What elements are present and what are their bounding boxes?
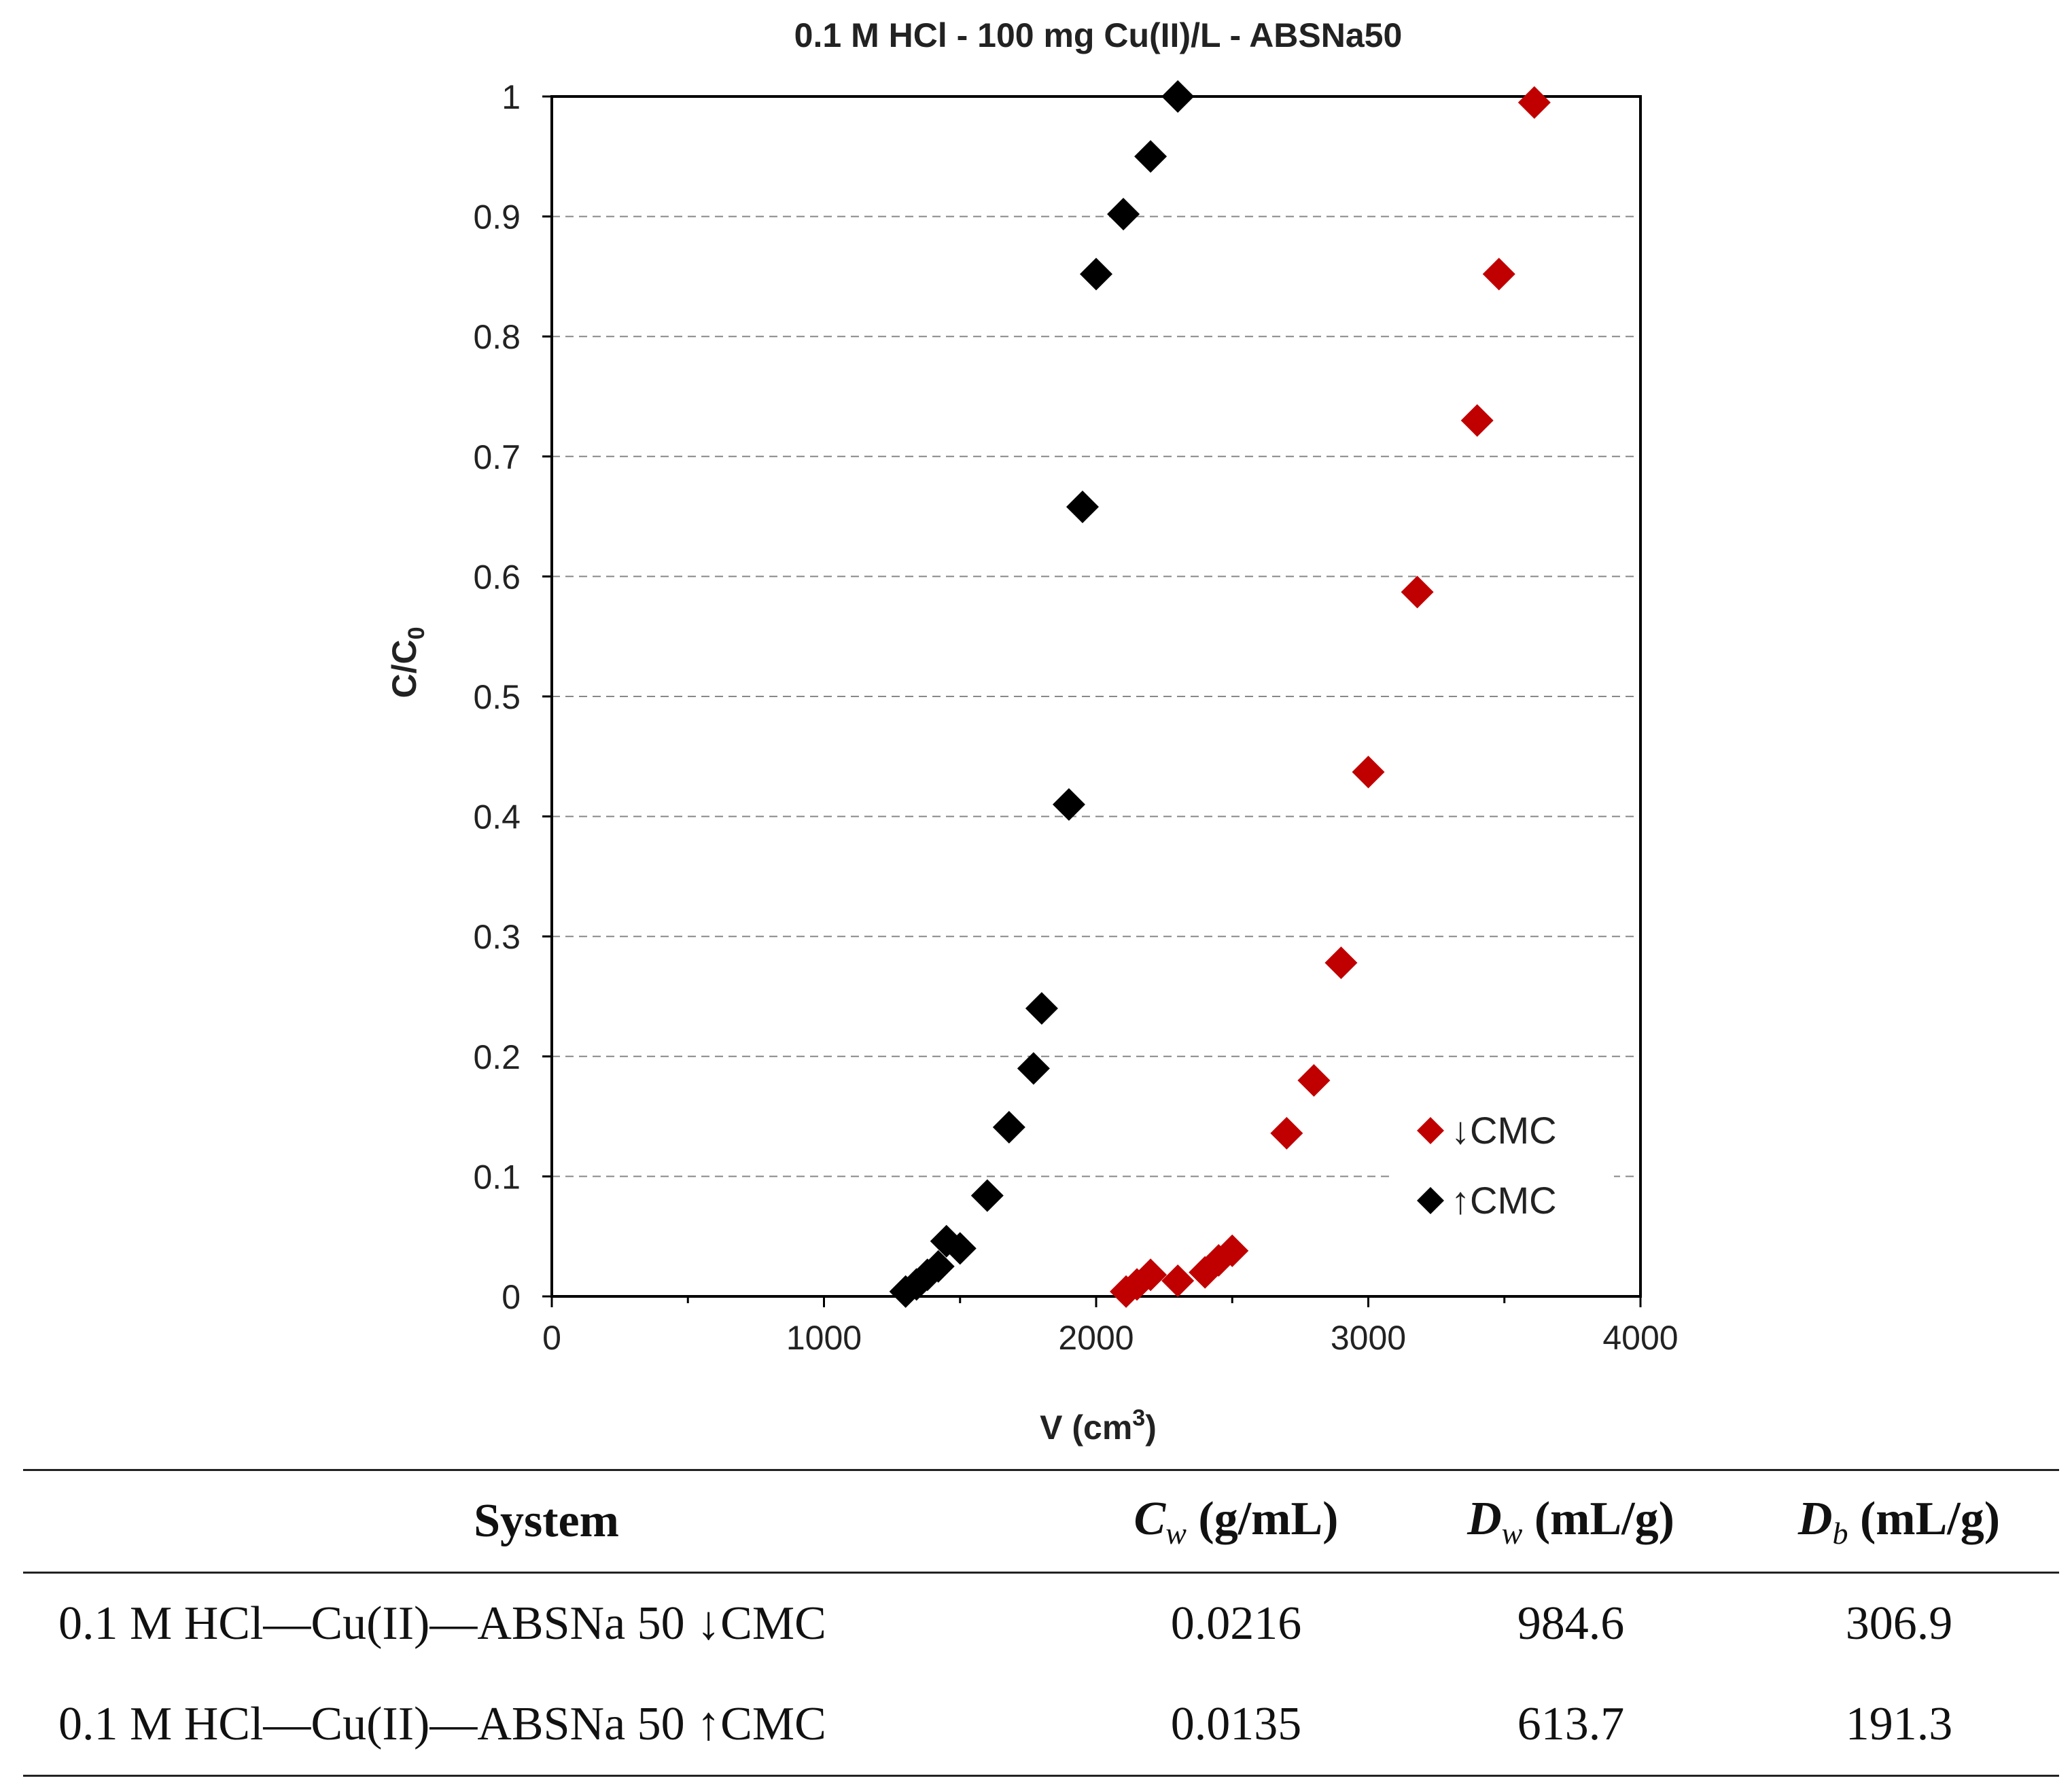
- data-point-up-cmc: [1066, 490, 1099, 523]
- x-tick-label: 4000: [1602, 1319, 1678, 1357]
- data-point-down-cmc: [1482, 258, 1515, 291]
- header-cw: Cw (g/mL): [1134, 1492, 1339, 1551]
- y-tick-label: 0.5: [473, 678, 521, 716]
- data-point-up-cmc: [943, 1232, 977, 1265]
- table-row: 0.1 M HCl—Cu(II)—ABSNa 50 ↓CMC 0.0216 98…: [23, 1573, 2059, 1675]
- data-point-up-cmc: [921, 1250, 955, 1283]
- data-point-down-cmc: [1517, 86, 1551, 119]
- cell-system: 0.1 M HCl—Cu(II)—ABSNa 50 ↑CMC: [58, 1698, 826, 1750]
- y-axis-label: C/C0: [385, 626, 429, 698]
- y-tick-labels: 0 0.1 0.2 0.3 0.4 0.5 0.6 0.7 0.8 0.9 1: [473, 78, 521, 1316]
- data-point-up-cmc: [1161, 80, 1195, 113]
- data-point-up-cmc: [1052, 787, 1085, 821]
- axis-ticks: [542, 95, 1642, 1307]
- header-system: System: [474, 1495, 619, 1547]
- data-point-down-cmc: [1324, 946, 1358, 980]
- legend-label-up-cmc: ↑CMC: [1451, 1179, 1557, 1222]
- data-point-up-cmc: [1025, 992, 1058, 1025]
- data-point-down-cmc: [1161, 1264, 1195, 1298]
- header-db: Db (mL/g): [1797, 1492, 2001, 1551]
- breakthrough-chart: 0.1 M HCl - 100 mg Cu(II)/L - ABSNa50 00…: [385, 16, 1679, 1447]
- table-row: 0.1 M HCl—Cu(II)—ABSNa 50 ↑CMC 0.0135 61…: [23, 1674, 2059, 1776]
- cell-system: 0.1 M HCl—Cu(II)—ABSNa 50 ↓CMC: [58, 1597, 826, 1650]
- table-header-row: System Cw (g/mL) Dw (mL/g) Db (mL/g): [23, 1470, 2059, 1573]
- legend-marker-down-cmc: [1417, 1117, 1444, 1144]
- y-tick-label: 0.9: [473, 198, 521, 236]
- chart-title: 0.1 M HCl - 100 mg Cu(II)/L - ABSNa50: [794, 16, 1403, 54]
- y-tick-label: 0: [502, 1278, 521, 1316]
- y-tick-label: 0.7: [473, 438, 521, 476]
- x-axis-label: V (cm3): [1040, 1405, 1157, 1447]
- data-point-up-cmc: [970, 1179, 1004, 1212]
- header-dw: Dw (mL/g): [1467, 1492, 1674, 1551]
- data-point-down-cmc: [1216, 1234, 1249, 1267]
- y-tick-label: 0.6: [473, 558, 521, 596]
- legend-marker-up-cmc: [1417, 1187, 1444, 1214]
- data-point-up-cmc: [1080, 258, 1112, 291]
- data-point-down-cmc: [1401, 575, 1434, 609]
- y-tick-label: 0.3: [473, 918, 521, 956]
- data-points: [889, 80, 1551, 1308]
- legend-label-down-cmc: ↓CMC: [1451, 1109, 1557, 1152]
- grid-lines: [552, 215, 1640, 1177]
- data-point-down-cmc: [1134, 1258, 1167, 1292]
- data-point-down-cmc: [1270, 1116, 1303, 1150]
- cell-dw: 613.7: [1517, 1698, 1625, 1750]
- results-table: System Cw (g/mL) Dw (mL/g) Db (mL/g) 0.1…: [23, 1469, 2059, 1777]
- data-point-down-cmc: [1297, 1064, 1331, 1097]
- x-tick-label: 0: [542, 1319, 561, 1357]
- x-tick-label: 2000: [1058, 1319, 1134, 1357]
- cell-cw: 0.0216: [1170, 1597, 1302, 1650]
- data-point-up-cmc: [992, 1110, 1025, 1144]
- data-point-down-cmc: [1352, 756, 1385, 789]
- x-tick-label: 3000: [1331, 1319, 1406, 1357]
- cell-db: 191.3: [1845, 1698, 1953, 1750]
- data-point-up-cmc: [1017, 1052, 1050, 1085]
- cell-cw: 0.0135: [1170, 1698, 1302, 1750]
- x-tick-label: 1000: [786, 1319, 862, 1357]
- data-point-up-cmc: [1134, 140, 1167, 173]
- data-point-down-cmc: [1460, 404, 1494, 437]
- y-tick-label: 1: [502, 78, 521, 116]
- cell-dw: 984.6: [1517, 1597, 1625, 1650]
- y-tick-label: 0.1: [473, 1158, 521, 1196]
- cell-db: 306.9: [1845, 1597, 1953, 1650]
- y-tick-label: 0.2: [473, 1038, 521, 1076]
- data-point-up-cmc: [1107, 198, 1140, 231]
- legend: ↓CMC ↑CMC: [1390, 1097, 1614, 1243]
- x-tick-labels: 0 1000 2000 3000 4000: [542, 1319, 1679, 1357]
- y-tick-label: 0.4: [473, 798, 521, 836]
- y-tick-label: 0.8: [473, 318, 521, 356]
